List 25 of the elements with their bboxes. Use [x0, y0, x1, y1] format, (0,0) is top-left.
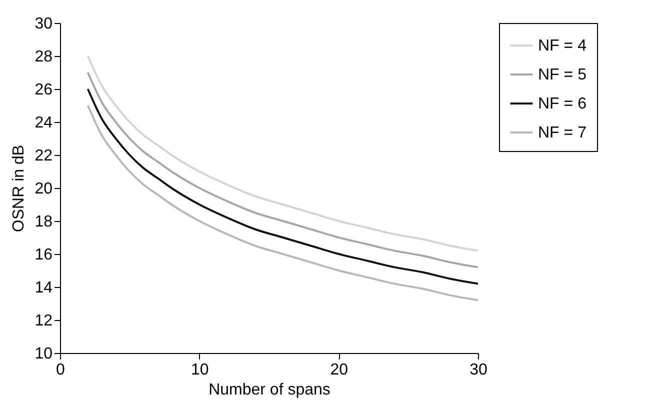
line-series: [86, 104, 479, 302]
y-tick-label: 28: [34, 48, 53, 66]
legend-label: NF = 7: [538, 124, 587, 142]
y-tick-label: 14: [34, 280, 53, 296]
y-tick-label: 18: [34, 214, 53, 230]
legend-label: NF = 6: [538, 96, 587, 112]
legend-label: NF = 4: [538, 38, 587, 54]
legend-label: NF = 5: [538, 66, 587, 84]
line-series: [86, 55, 479, 252]
line-series: [86, 88, 479, 285]
y-tick-label: 22: [34, 148, 53, 164]
x-axis-title: Number of spans: [208, 382, 330, 398]
x-tick-label: 0: [56, 362, 66, 378]
y-tick-label: 30: [34, 16, 53, 32]
x-tick-label: 10: [190, 362, 209, 378]
y-tick-label: 24: [34, 114, 53, 132]
y-tick-label: 16: [34, 246, 53, 264]
x-tick-label: 20: [330, 362, 348, 378]
y-axis-title: OSNR in dB: [10, 144, 28, 232]
y-tick-label: 26: [34, 82, 53, 98]
y-tick-label: 12: [34, 312, 53, 330]
line-series: [86, 72, 479, 268]
y-tick-label: 10: [34, 346, 53, 362]
y-tick-label: 20: [34, 180, 53, 198]
x-tick-label: 30: [470, 362, 488, 378]
